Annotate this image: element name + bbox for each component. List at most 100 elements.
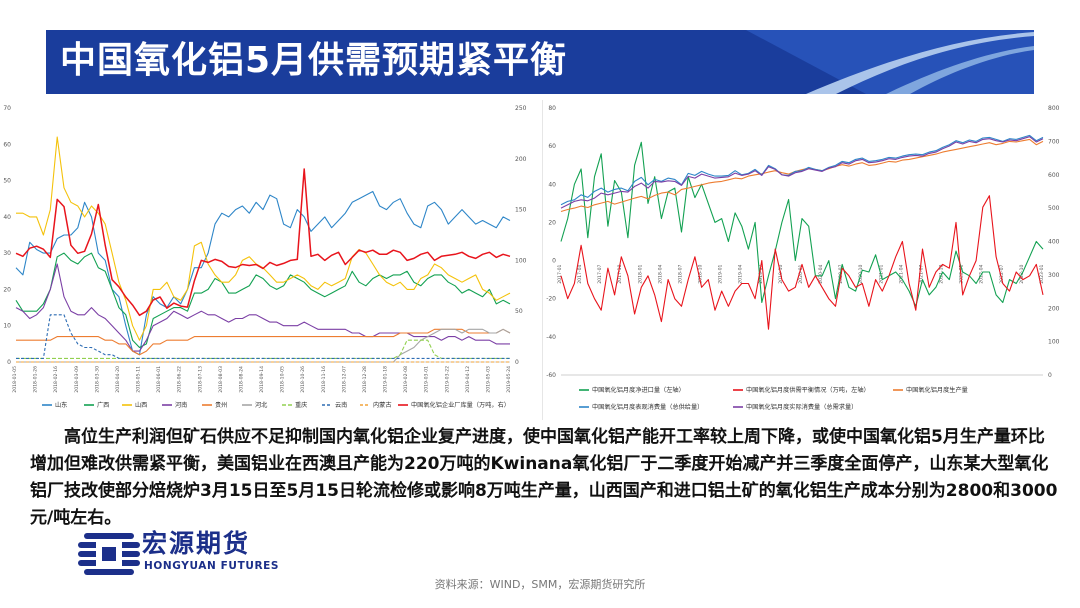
y-right-tick-label: 100 (1048, 339, 1060, 346)
y-left-tick-label: 60 (548, 143, 556, 150)
y-right-tick-label: 400 (1048, 239, 1060, 246)
y-left-tick-label: 20 (3, 286, 11, 293)
x-tick-label: 2019-03-01 (424, 366, 430, 393)
x-tick-label: 2018-10 (698, 265, 704, 284)
x-tick-label: 2018-12-28 (362, 366, 368, 393)
legend-item: 中国氧化铝企业厂库量（万吨，右） (398, 401, 510, 409)
series-line-6 (16, 339, 510, 359)
x-tick-label: 2019-01-18 (383, 366, 389, 393)
y-right-tick-label: 500 (1048, 205, 1060, 212)
legend-label: 中国氧化铝月度净进口量（左轴） (592, 386, 685, 394)
y-left-tick-label: 40 (548, 181, 556, 188)
y-right-tick-label: 200 (1048, 305, 1060, 312)
y-right-tick-label: 150 (515, 207, 527, 214)
chart-right: -60 -40 -20 0 20 40 60 800 100 200 300 400 500 600 700… (546, 105, 1060, 411)
x-tick-label: 2018-03-30 (94, 366, 100, 393)
y-left-tick-label: 20 (548, 219, 556, 226)
x-tick-label: 2018-10-26 (300, 366, 306, 393)
series-line-5 (16, 328, 511, 363)
x-tick-label: 2018-07 (678, 265, 684, 284)
y-left-tick-label: -60 (546, 372, 556, 379)
legend-item: 贵州 (202, 401, 227, 409)
source-note: 资料来源：WIND，SMM，宏源期货研究所 (434, 578, 646, 591)
legend-item: 云南 (322, 401, 347, 409)
x-tick-label: 2018-05-11 (136, 366, 142, 393)
x-tick-label: 2018-09-14 (259, 366, 265, 393)
y-left-tick-label: 80 (548, 105, 556, 112)
x-tick-label: 2018-07-13 (197, 366, 203, 393)
y-left-tick-label: -20 (546, 296, 556, 303)
x-tick-label: 2018-04 (657, 265, 663, 284)
logo-name: 宏源期货 (142, 529, 251, 558)
legend-label: 河北 (255, 401, 268, 409)
legend-label: 云南 (335, 401, 347, 409)
legend-item: 内蒙古 (360, 401, 392, 409)
x-tick-label: 2019-05-03 (485, 366, 491, 393)
page-title: 中国氧化铝5月供需预期紧平衡 (60, 40, 568, 81)
legend-item: 中国氧化铝月度供需平衡情况（万吨，左轴） (733, 386, 870, 394)
y-right-tick-label: 200 (515, 156, 527, 163)
x-tick-label: 2019-05-24 (506, 366, 512, 393)
series-line-0 (560, 141, 1044, 307)
x-tick-label: 2022-01 (959, 265, 965, 284)
series-line-4 (560, 136, 1044, 209)
x-tick-label: 2017-04 (577, 265, 583, 284)
series-line-2 (560, 138, 1044, 213)
legend-label: 中国氧化铝月度实际消费量（总需求量） (746, 403, 857, 411)
series-line-3 (15, 263, 510, 352)
legend-item: 山东 (42, 401, 67, 409)
x-tick-label: 2018-12-07 (341, 366, 347, 393)
x-tick-label: 2023-01 (1039, 265, 1045, 284)
x-tick-label: 2019-04 (738, 265, 744, 284)
legend-item: 中国氧化铝月度净进口量（左轴） (579, 386, 685, 394)
series-line-3 (560, 134, 1044, 206)
x-tick-label: 2018-01 (637, 265, 643, 284)
legend-label: 中国氧化铝月度表观消费量（总供给量） (592, 403, 703, 411)
legend-label: 内蒙古 (373, 401, 392, 409)
y-right-tick-label: 600 (1048, 172, 1060, 179)
legend-label: 河南 (175, 401, 187, 409)
y-right-tick-label: 300 (1048, 272, 1060, 279)
y-right-tick-label: 250 (515, 105, 527, 112)
x-tick-label: 2020-04 (818, 265, 824, 284)
y-left-tick-label: 30 (3, 250, 11, 257)
x-tick-label: 2019-04-12 (465, 366, 471, 393)
series-line-1 (15, 252, 511, 349)
legend-label: 中国氧化铝月度生产量 (906, 386, 968, 394)
x-tick-label: 2019-07 (758, 265, 764, 284)
y-right-tick-label: 800 (1048, 105, 1060, 112)
logo-mark-icon (78, 533, 140, 575)
x-tick-label: 2018-03-09 (74, 366, 80, 393)
legend-label: 贵州 (215, 401, 227, 409)
x-tick-label: 2018-11-16 (321, 366, 327, 393)
y-left-tick-label: 10 (3, 323, 11, 330)
chart-left: 0 10 20 30 40 50 60 70 0 50 100 150 200 250 2018-01-05… (3, 105, 527, 409)
legend-label: 山西 (135, 401, 147, 409)
chart-panel-right: -60 -40 -20 0 20 40 60 80 0 100 200 300 400 500 600 700… (542, 100, 1079, 420)
y-right-tick-label: 0 (1048, 372, 1052, 379)
legend-label: 中国氧化铝企业厂库量（万吨，右） (411, 401, 510, 409)
legend-item: 中国氧化铝月度表观消费量（总供给量） (579, 403, 703, 411)
y-left-tick-label: 70 (3, 105, 11, 112)
legend-item: 重庆 (282, 401, 307, 409)
y-left-tick-label: -40 (546, 334, 556, 341)
legend-label: 中国氧化铝月度供需平衡情况（万吨，左轴） (746, 386, 870, 394)
x-tick-label: 2019-02-08 (403, 366, 409, 393)
legend-label: 山东 (55, 401, 67, 409)
x-tick-label: 2017-07 (597, 265, 603, 284)
legend-item: 河北 (242, 401, 268, 409)
series-line-1 (560, 195, 1044, 330)
x-tick-label: 2017-10 (617, 265, 623, 284)
x-tick-label: 2022-07 (999, 265, 1005, 284)
legend-label: 广西 (97, 401, 109, 409)
company-logo: 宏源期货 HONGYUAN FUTURES (78, 527, 318, 577)
title-bar-background (46, 30, 1034, 94)
y-left-tick-label: 60 (3, 141, 11, 148)
legend-label: 重庆 (295, 401, 307, 409)
legend-item: 中国氧化铝月度生产量 (893, 386, 968, 394)
x-tick-label: 2021-04 (898, 265, 904, 284)
series-line-7 (16, 314, 510, 359)
x-tick-label: 2019-01 (718, 265, 724, 284)
y-right-tick-label: 700 (1048, 138, 1060, 145)
x-tick-label: 2018-02-16 (53, 366, 59, 393)
